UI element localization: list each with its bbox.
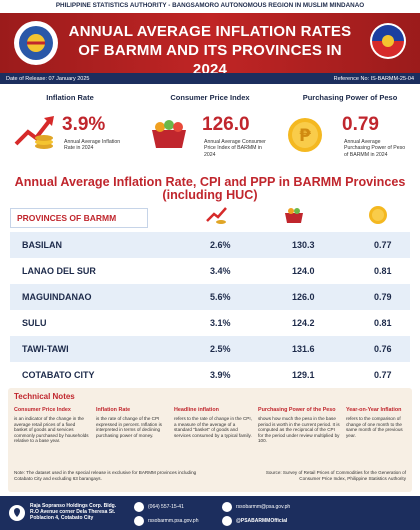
svg-text:₱: ₱ xyxy=(299,126,311,146)
email: rssobarmm@psa.gov.ph xyxy=(236,504,291,510)
table-row: LANAO DEL SUR 3.4% 124.0 0.81 xyxy=(10,258,410,284)
table-row: BASILAN 2.6% 130.3 0.77 xyxy=(10,232,410,258)
table-cell: 2.5% xyxy=(210,344,231,354)
table-cell: 0.79 xyxy=(374,292,392,302)
table-cell: 0.81 xyxy=(374,266,392,276)
note: Note: The dataset used in the special re… xyxy=(14,470,197,481)
facebook-icon xyxy=(222,516,232,526)
website: rssobarmm.psa.gov.ph xyxy=(148,518,199,524)
cpi-col-icon xyxy=(285,208,303,223)
note-term: Purchasing Power of the Peso xyxy=(258,407,336,413)
table-cell: 3.4% xyxy=(210,266,231,276)
table-cell: 129.1 xyxy=(292,370,315,380)
highlight-label: Consumer Price Index xyxy=(170,93,250,102)
date-bar: Date of Release: 07 January 2025 Referen… xyxy=(0,73,420,84)
province-name: MAGUINDANAO xyxy=(22,292,92,302)
highlight-description: Annual Average Consumer Price Index of B… xyxy=(204,139,266,158)
note-definition: is the rate of change of the CPI express… xyxy=(96,416,162,438)
email-icon xyxy=(222,502,232,512)
note-definition: refers to the comparison of change of on… xyxy=(346,416,403,438)
basket-icon xyxy=(152,120,186,148)
table-cell: 0.81 xyxy=(374,318,392,328)
province-name: BASILAN xyxy=(22,240,62,250)
table-row: MAGUINDANAO 5.6% 126.0 0.79 xyxy=(10,284,410,310)
table-cell: 124.0 xyxy=(292,266,315,276)
table-header: PROVINCES OF BARMM xyxy=(10,208,148,228)
table-title: Annual Average Inflation Rate, CPI and P… xyxy=(14,175,406,202)
table-cell: 3.1% xyxy=(210,318,231,328)
highlight-description: Annual Average Inflation Rate in 2024 xyxy=(64,139,121,152)
agency: PHILIPPINE STATISTICS AUTHORITY - BANGSA… xyxy=(55,2,365,9)
province-name: COTABATO CITY xyxy=(22,370,95,380)
phone: (064) 557-15-41 xyxy=(148,504,184,510)
web-icon xyxy=(134,516,144,526)
table-cell: 130.3 xyxy=(292,240,315,250)
table-cell: 0.77 xyxy=(374,240,392,250)
note-term: Inflation Rate xyxy=(96,407,131,413)
banner xyxy=(0,13,420,73)
facebook: @PSABARMMOfficial xyxy=(236,518,288,524)
table-cell: 2.6% xyxy=(210,240,231,250)
psa-logo xyxy=(14,21,58,65)
table-cell: 5.6% xyxy=(210,292,231,302)
table-cell: 0.76 xyxy=(374,344,392,354)
source: Source: Survey of Retail Prices of Commo… xyxy=(265,470,406,481)
location-icon xyxy=(9,505,25,521)
table-cell: 3.9% xyxy=(210,370,231,380)
note-term: Headline inflation xyxy=(174,407,219,413)
release-date: Date of Release: 07 January 2025 xyxy=(6,76,90,82)
inflation-col-icon xyxy=(206,207,227,224)
note-definition: refers to the rate of change in the CPI,… xyxy=(174,416,252,438)
note-definition: shows how much the peso in the base peri… xyxy=(258,416,340,444)
note-term: Consumer Price Index xyxy=(14,407,71,413)
title: ANNUAL AVERAGE INFLATION RATES OF BARMM … xyxy=(68,23,352,78)
table-cell: 0.77 xyxy=(374,370,392,380)
reference-no: Reference No: IS-BARMM-25-04 xyxy=(333,76,414,82)
bagong-pilipinas-logo xyxy=(370,23,406,59)
note-term: Year-on-Year Inflation xyxy=(346,407,402,413)
province-name: SULU xyxy=(22,318,47,328)
highlight-description: Annual Average Purchasing Power of Peso … xyxy=(344,139,406,158)
phone-icon xyxy=(134,502,144,512)
highlight-value: 0.79 xyxy=(342,114,379,135)
table-cell: 126.0 xyxy=(292,292,315,302)
footer: Raja Sopranso Holdings Corp. Bldg. R.O A… xyxy=(0,496,420,530)
highlight-value: 3.9% xyxy=(62,114,106,135)
highlight-label: Purchasing Power of Peso xyxy=(302,93,398,102)
province-name: LANAO DEL SUR xyxy=(22,266,96,276)
province-name: TAWI-TAWI xyxy=(22,344,69,354)
notes-title: Technical Notes xyxy=(14,392,75,401)
table-cell: 131.6 xyxy=(292,344,315,354)
table-cell: 124.2 xyxy=(292,318,315,328)
table-row: TAWI-TAWI 2.5% 131.6 0.76 xyxy=(10,336,410,362)
highlight-value: 126.0 xyxy=(202,114,250,135)
address: Raja Sopranso Holdings Corp. Bldg. R.O A… xyxy=(30,503,117,521)
note-definition: is an indicator of the change in the ave… xyxy=(14,416,89,444)
highlight-label: Inflation Rate xyxy=(46,93,94,102)
ppp-col-icon xyxy=(369,206,387,224)
table-row: COTABATO CITY 3.9% 129.1 0.77 xyxy=(10,362,410,388)
table-row: SULU 3.1% 124.2 0.81 xyxy=(10,310,410,336)
technical-notes xyxy=(8,388,412,492)
inflation-icon xyxy=(14,116,54,149)
peso-coin-icon: ₱ xyxy=(288,118,322,152)
